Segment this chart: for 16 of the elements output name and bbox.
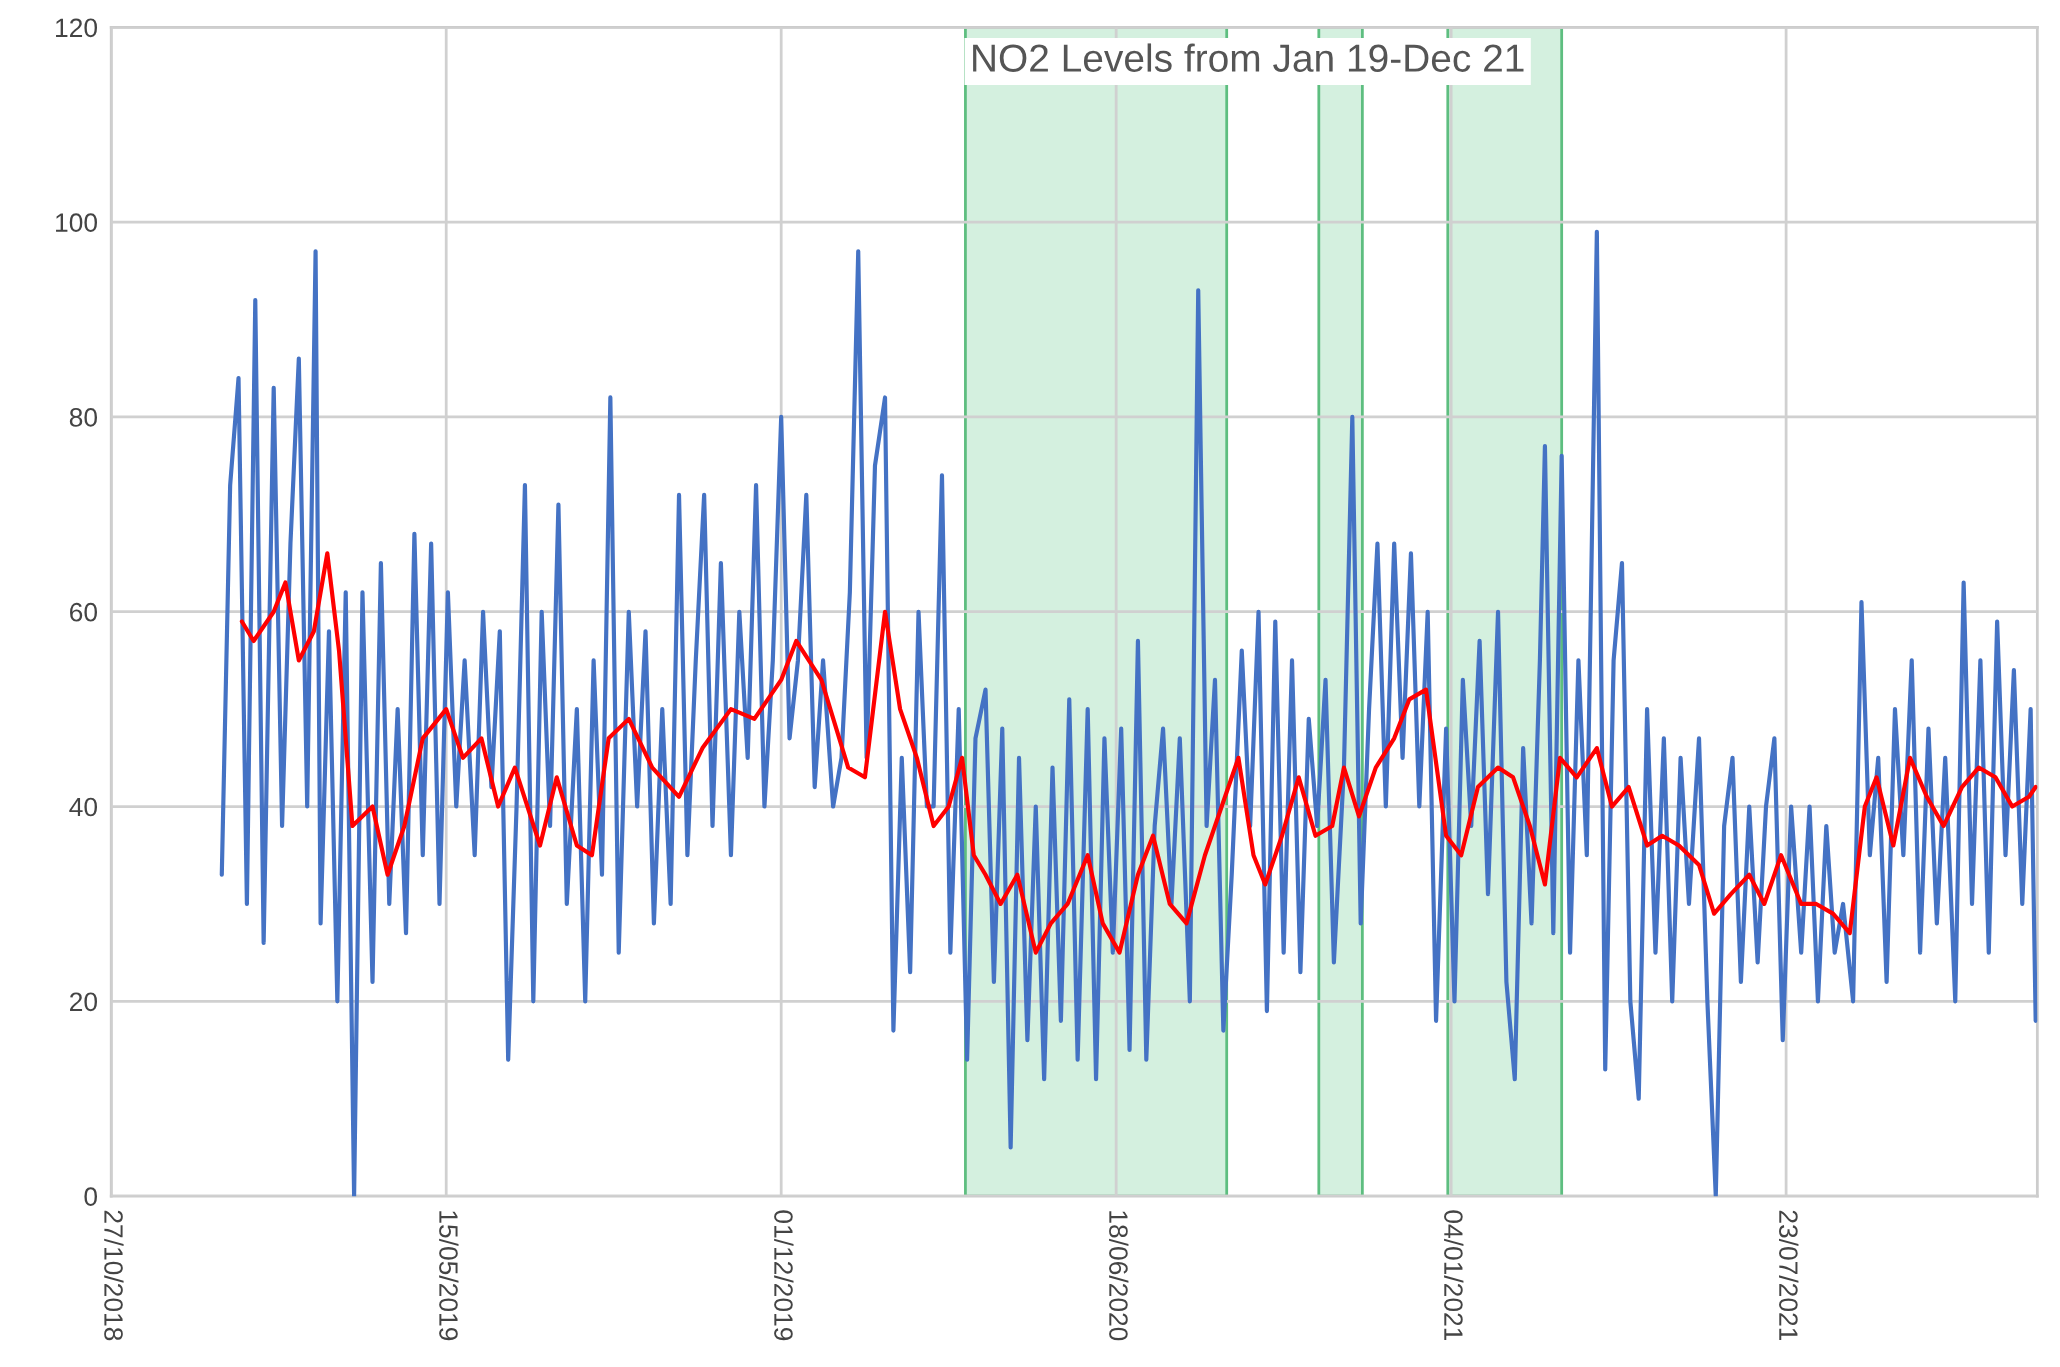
x-tick-label: 01/12/2019 [774, 1210, 794, 1341]
line-series [239, 551, 2038, 955]
y-tick-label: 120 [56, 18, 98, 38]
x-tick-label: 18/06/2020 [1109, 1211, 1129, 1341]
y-tick-label: 40 [69, 797, 98, 817]
y-tick-label: 20 [70, 992, 98, 1012]
chart-title: NO2 Levels from Jan 19-Dec 21 [973, 43, 1524, 72]
x-tick-label: 04/01/2021 [1444, 1210, 1464, 1341]
y-tick-label: 60 [70, 602, 98, 622]
line-series [219, 229, 2038, 1197]
x-tick-label: 27/10/2018 [104, 1210, 124, 1341]
x-tick-label: 23/07/2021 [1779, 1210, 1799, 1341]
y-tick-label: 100 [56, 213, 98, 232]
x-tick-label: 15/05/2019 [439, 1211, 459, 1341]
y-tick-label: 80 [69, 408, 98, 427]
y-tick-label: 0 [84, 1187, 98, 1206]
